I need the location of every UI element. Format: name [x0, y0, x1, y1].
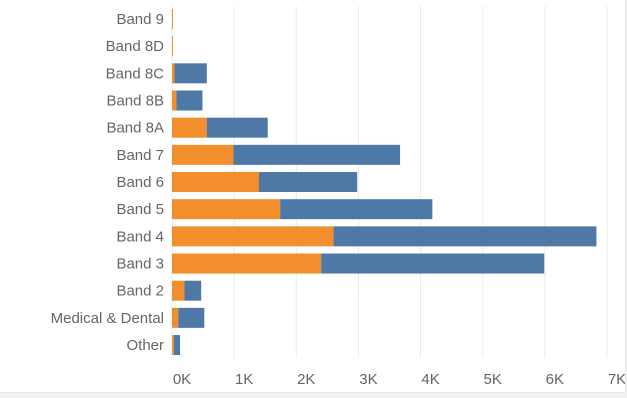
- bar-segment-series-1[interactable]: [172, 280, 185, 301]
- category-label: Band 9: [116, 11, 164, 28]
- bar-segment-series-1[interactable]: [172, 335, 174, 356]
- category-label: Band 8A: [106, 120, 164, 137]
- bar-segment-series-2[interactable]: [176, 90, 203, 111]
- bar-segment-series-2[interactable]: [173, 335, 181, 356]
- bar-segment-series-1[interactable]: [172, 253, 322, 274]
- x-tick-label: 7K: [608, 371, 625, 388]
- category-label: Band 2: [116, 283, 164, 300]
- x-axis-labels: 0K 1K 2K 3K 4K 5K 6K 7K: [173, 371, 626, 388]
- x-tick-label: 3K: [359, 371, 377, 388]
- bar-segment-series-1[interactable]: [172, 172, 259, 193]
- category-label: Other: [126, 337, 164, 354]
- bar-segment-series-2[interactable]: [233, 144, 401, 165]
- bar-segment-series-1[interactable]: [172, 90, 177, 111]
- category-label: Band 8C: [106, 65, 165, 82]
- bar-segment-series-2[interactable]: [321, 253, 545, 274]
- bar-segment-series-2[interactable]: [184, 280, 202, 301]
- bar-segment-series-1[interactable]: [172, 36, 173, 57]
- x-tick-label: 2K: [297, 371, 315, 388]
- category-label: Band 8D: [106, 38, 165, 55]
- x-tick-label: 4K: [421, 371, 439, 388]
- bar-segment-series-2[interactable]: [174, 63, 207, 84]
- category-label: Band 7: [116, 147, 164, 164]
- x-tick-label: 6K: [546, 371, 564, 388]
- bar-segment-series-1[interactable]: [172, 9, 173, 29]
- category-label: Band 4: [116, 228, 164, 245]
- category-label: Band 6: [116, 174, 164, 191]
- x-tick-label: 1K: [235, 371, 253, 388]
- bar-segment-series-1[interactable]: [172, 307, 179, 328]
- category-label: Band 3: [116, 256, 164, 273]
- bar-segment-series-2[interactable]: [259, 172, 358, 193]
- category-label: Band 8B: [106, 93, 164, 110]
- bar-segment-series-2[interactable]: [280, 199, 433, 220]
- bar-layer: [172, 9, 597, 356]
- y-axis-labels: Band 9 Band 8D Band 8C Band 8B Band 8A Band 7…: [51, 11, 165, 354]
- bar-segment-series-2[interactable]: [206, 117, 268, 138]
- bar-segment-series-2[interactable]: [178, 307, 205, 328]
- bar-segment-series-1[interactable]: [172, 63, 175, 84]
- x-tick-label: 5K: [484, 371, 502, 388]
- bar-segment-series-2[interactable]: [333, 226, 597, 247]
- bar-segment-series-1[interactable]: [172, 226, 334, 247]
- x-tick-label: 0K: [173, 371, 191, 388]
- bar-segment-series-1[interactable]: [172, 117, 207, 138]
- category-label: Medical & Dental: [51, 310, 164, 327]
- bar-segment-series-1[interactable]: [172, 144, 234, 165]
- bar-segment-series-1[interactable]: [172, 199, 281, 220]
- category-label: Band 5: [116, 201, 164, 218]
